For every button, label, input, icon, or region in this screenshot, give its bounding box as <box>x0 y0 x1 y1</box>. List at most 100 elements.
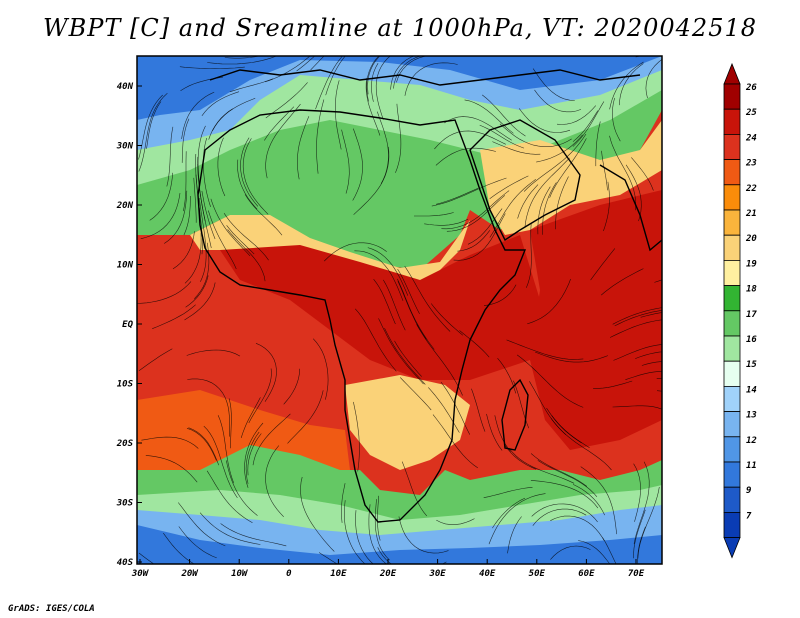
streamline <box>483 487 533 498</box>
lat-label: 40S <box>117 558 134 568</box>
colorbar-label: 14 <box>746 385 757 395</box>
streamline <box>532 508 587 526</box>
plot-frame <box>136 55 663 565</box>
longitude-axis: 30W 20W 10W 0 10E 20E 30E 40E 50E 60E 70E <box>131 559 645 579</box>
colorbar-swatch <box>723 83 741 110</box>
streamline <box>595 121 601 167</box>
streamline <box>366 56 380 102</box>
colorbar-swatch <box>723 335 741 362</box>
streamline <box>508 448 575 484</box>
streamline <box>344 500 366 564</box>
lon-label: 60E <box>578 569 595 579</box>
south-dark-blue-region <box>137 525 662 564</box>
streamline <box>530 453 588 487</box>
lon-label: 20W <box>180 569 199 579</box>
colorbar-label: 15 <box>746 360 757 370</box>
streamline <box>428 387 460 433</box>
streamline <box>188 427 220 466</box>
streamline <box>527 278 571 325</box>
streamline <box>532 68 575 101</box>
streamline <box>210 198 251 257</box>
colorbar-swatch <box>723 259 741 286</box>
streamline <box>378 318 424 385</box>
streamline <box>619 63 644 106</box>
streamline <box>492 497 526 529</box>
streamline <box>434 130 506 150</box>
streamline <box>300 476 335 552</box>
lat-label: 20S <box>116 439 134 449</box>
streamline <box>609 61 644 110</box>
streamline <box>550 545 591 560</box>
colorbar-swatch <box>723 184 741 211</box>
streamline <box>312 338 329 400</box>
streamline <box>187 378 230 437</box>
streamline <box>296 56 316 72</box>
africa-coastline <box>197 109 527 523</box>
streamline <box>635 351 662 359</box>
streamline <box>373 279 396 325</box>
streamline <box>546 407 582 444</box>
streamline <box>383 279 406 331</box>
streamline <box>140 193 181 240</box>
colorbar-label: 11 <box>746 461 757 471</box>
colorbar-swatch <box>723 436 741 463</box>
streamline <box>535 351 609 363</box>
streamline <box>430 303 464 336</box>
colorbar-label: 26 <box>745 83 757 93</box>
lon-label: 10E <box>330 569 347 579</box>
colorbar-label: 22 <box>745 184 757 194</box>
streamline <box>531 503 598 523</box>
streamline <box>631 157 654 191</box>
streamline <box>489 175 529 199</box>
streamline <box>457 230 491 252</box>
streamline <box>184 232 202 284</box>
streamline <box>534 89 582 113</box>
streamline <box>471 388 486 432</box>
streamline <box>179 66 245 69</box>
streamline <box>494 415 511 452</box>
streamline <box>255 343 277 402</box>
streamline <box>572 484 605 516</box>
colorbar-swatch <box>723 461 741 488</box>
streamline <box>374 499 390 561</box>
streamline <box>414 212 454 217</box>
lat-label: EQ <box>122 320 133 330</box>
colorbar-label: 16 <box>746 335 757 345</box>
streamline <box>537 186 551 235</box>
streamline <box>265 82 308 119</box>
colorbar-swatch <box>723 285 741 312</box>
streamline <box>207 56 278 65</box>
streamline <box>555 176 569 230</box>
streamline <box>217 415 235 484</box>
streamline <box>264 56 311 83</box>
streamline <box>440 381 471 435</box>
streamline <box>141 436 199 449</box>
north-dark-blue-region <box>137 56 662 120</box>
streamline <box>572 101 605 147</box>
streamline <box>398 516 449 554</box>
streamline <box>524 157 570 228</box>
streamline <box>488 493 546 545</box>
streamline <box>354 250 404 301</box>
streamline <box>371 63 379 102</box>
lon-label: 30E <box>428 569 446 579</box>
streamline <box>137 281 192 304</box>
lon-label: 30W <box>131 569 150 579</box>
streamline <box>499 123 572 147</box>
streamline <box>483 284 517 306</box>
streamline <box>444 116 512 141</box>
streamline <box>517 184 539 219</box>
streamline <box>198 197 207 282</box>
streamline <box>197 156 206 222</box>
latitude-axis: 40N 30N 20N 10N EQ 10S 20S 30S 40S <box>116 82 142 568</box>
streamline <box>315 56 343 110</box>
streamline <box>549 138 587 198</box>
south-africa-yellow <box>345 375 470 470</box>
streamline <box>401 461 428 517</box>
streamline <box>625 164 642 222</box>
streamline <box>203 425 238 499</box>
streamline <box>404 62 458 96</box>
streamline <box>530 480 599 509</box>
lat-label: 30S <box>116 499 134 509</box>
lon-label: 40E <box>479 569 496 579</box>
